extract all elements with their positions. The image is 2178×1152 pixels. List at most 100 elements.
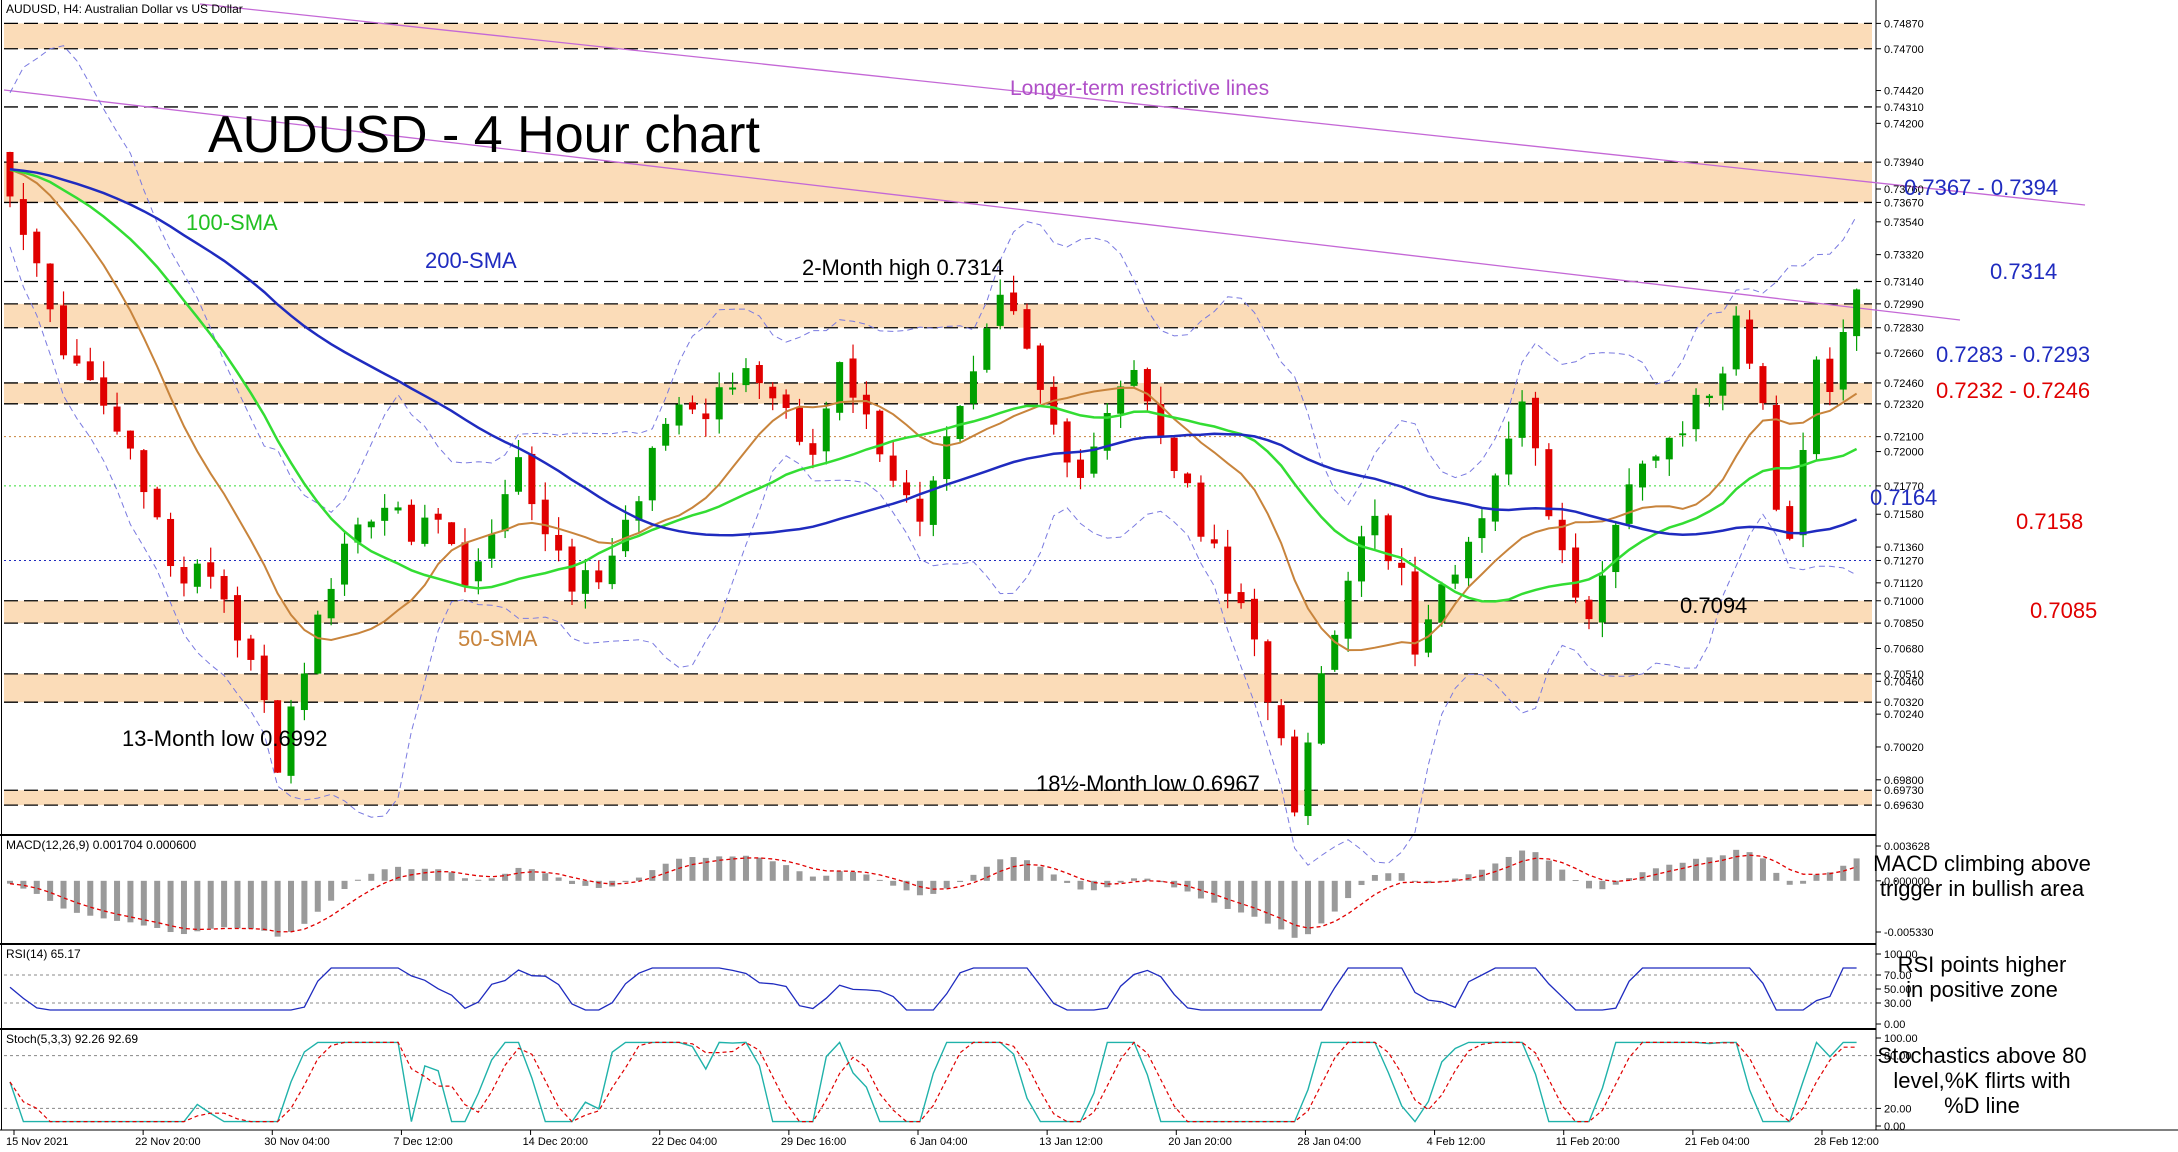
macd-bar-29 — [395, 866, 402, 881]
candle-body-12 — [167, 518, 175, 567]
candle-body-84 — [1130, 369, 1138, 386]
candle-body-117 — [1572, 547, 1580, 598]
candle-body-133 — [1786, 506, 1794, 539]
rsi-note-2: in positive zone — [1906, 977, 2058, 1002]
macd-bar-37 — [502, 873, 509, 881]
candle-body-72 — [969, 371, 977, 404]
macd-bar-95 — [1278, 880, 1285, 930]
candle-body-50 — [675, 404, 683, 426]
candle-body-87 — [1170, 437, 1178, 471]
candle-body-62 — [836, 362, 844, 413]
y-tick-label-0: 0.74870 — [1884, 18, 1924, 30]
y-tick-label-10: 0.73140 — [1884, 276, 1924, 288]
macd-bar-11 — [154, 880, 161, 928]
macd-bar-53 — [716, 856, 723, 881]
zone-2 — [4, 303, 1872, 328]
label-sma200: 200-SMA — [425, 248, 517, 273]
candle-body-94 — [1264, 641, 1272, 703]
candle-body-110 — [1478, 518, 1486, 539]
time-axis: 15 Nov 2021 22 Nov 20:00 30 Nov 04:00 7 Dec… — [6, 1130, 1879, 1148]
y-tick-label-26: 0.70510 — [1884, 669, 1924, 681]
macd-bar-63 — [850, 872, 857, 881]
y-tick-label-9: 0.73320 — [1884, 250, 1924, 262]
y-tick-label-21: 0.71270 — [1884, 555, 1924, 567]
candle-body-77 — [1036, 345, 1044, 390]
stoch-tick-label-2: 20.00 — [1884, 1103, 1912, 1115]
macd-bar-48 — [649, 870, 656, 881]
y-tick-label-14: 0.72460 — [1884, 378, 1924, 390]
macd-bar-57 — [769, 861, 776, 881]
zone-0 — [4, 23, 1872, 49]
macd-tick-label-1: 0.000000 — [1884, 876, 1930, 888]
macd-bar-116 — [1559, 869, 1566, 881]
macd-bar-102 — [1371, 874, 1378, 881]
candle-body-105 — [1411, 571, 1419, 655]
candle-body-122 — [1639, 463, 1647, 488]
candle-body-91 — [1224, 546, 1232, 594]
x-tick-label-10: 28 Jan 04:00 — [1297, 1136, 1361, 1147]
candle-body-79 — [1063, 421, 1071, 463]
macd-bar-92 — [1238, 880, 1245, 913]
label-sma100: 100-SMA — [186, 210, 278, 235]
candle-body-4 — [60, 305, 68, 356]
candle-body-32 — [434, 513, 442, 520]
macd-bar-98 — [1318, 880, 1325, 924]
y-tick-label-19: 0.71580 — [1884, 509, 1924, 521]
macd-bar-15 — [207, 880, 214, 929]
candle-body-113 — [1518, 401, 1526, 438]
candle-body-132 — [1772, 405, 1780, 510]
macd-bar-137 — [1840, 865, 1847, 881]
y-tick-label-2: 0.74420 — [1884, 86, 1924, 98]
candles — [6, 151, 1861, 826]
candle-body-96 — [1291, 736, 1299, 813]
candle-body-118 — [1585, 599, 1593, 620]
candle-body-45 — [608, 555, 616, 585]
candle-body-75 — [1010, 292, 1018, 312]
macd-bar-2 — [33, 880, 40, 894]
macd-bar-27 — [368, 873, 375, 881]
macd-bar-20 — [274, 880, 281, 937]
sma50-line — [9, 168, 1858, 652]
stoch-tick-label-3: 0.00 — [1884, 1121, 1905, 1133]
candle-body-46 — [622, 519, 630, 552]
x-tick-label-5: 22 Dec 04:00 — [652, 1136, 717, 1147]
macd-bar-66 — [890, 880, 897, 886]
candle-body-15 — [207, 562, 215, 577]
macd-note-1: MACD climbing above — [1873, 851, 2091, 876]
macd-bar-3 — [47, 880, 54, 901]
macd-bar-24 — [328, 880, 335, 901]
candle-body-55 — [742, 368, 750, 386]
candle-body-0 — [6, 151, 14, 197]
trendline-lower — [3, 89, 1961, 321]
macd-bar-99 — [1331, 880, 1338, 912]
candle-body-130 — [1746, 319, 1754, 364]
macd-bar-9 — [127, 880, 134, 923]
macd-bar-85 — [1144, 878, 1151, 881]
candle-body-76 — [1023, 309, 1031, 349]
y-tick-label-32: 0.69730 — [1884, 785, 1924, 797]
macd-bar-56 — [756, 857, 763, 881]
rsi-tick-label-3: 30.00 — [1884, 998, 1912, 1010]
level-label-7158: 0.7158 — [2016, 509, 2083, 534]
macd-signal — [9, 854, 1857, 933]
candle-body-88 — [1184, 473, 1192, 484]
candle-body-114 — [1531, 397, 1539, 449]
candle-body-14 — [193, 563, 201, 587]
macd-bar-60 — [809, 876, 816, 881]
x-tick-label-13: 21 Feb 04:00 — [1685, 1136, 1750, 1147]
macd-bar-68 — [916, 880, 923, 896]
macd-bar-42 — [569, 880, 576, 884]
macd-bar-87 — [1171, 880, 1178, 888]
label-sma50: 50-SMA — [458, 626, 538, 651]
macd-bar-35 — [475, 879, 482, 881]
macd-bar-97 — [1304, 880, 1311, 935]
candle-body-22 — [300, 673, 308, 711]
macd-bar-26 — [354, 879, 361, 881]
macd-bar-14 — [194, 880, 201, 932]
macd-bar-32 — [435, 869, 442, 881]
candle-body-63 — [849, 358, 857, 398]
candle-body-3 — [46, 263, 54, 310]
macd-bar-118 — [1585, 880, 1592, 889]
rsi-note-1: RSI points higher — [1898, 952, 2067, 977]
price-axis: 0.74870 0.74700 0.74420 0.74310 0.74200 0.739… — [1876, 18, 1924, 812]
